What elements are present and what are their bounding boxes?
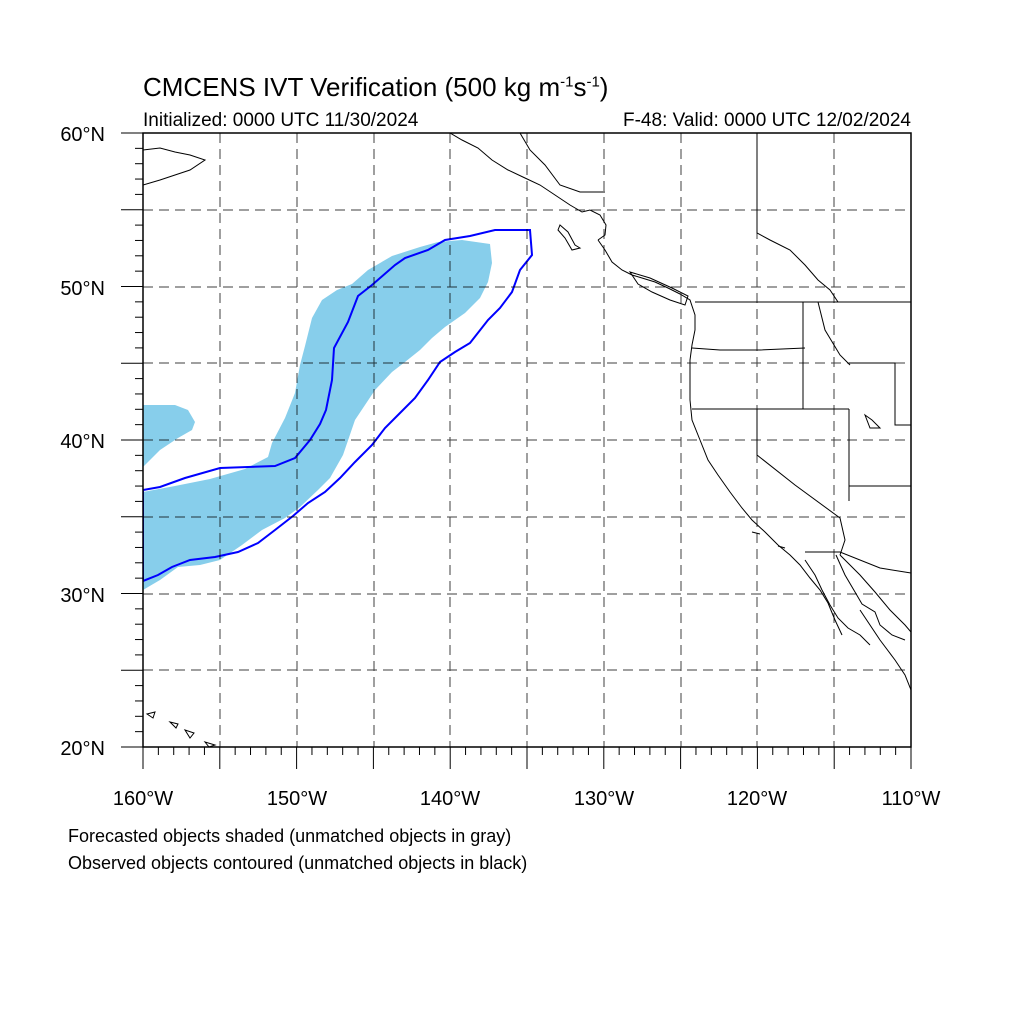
lon-label: 130°W (574, 788, 634, 810)
lat-label: 50°N (60, 278, 105, 300)
chart-title: CMCENS IVT Verification (500 kg m-1s-1) (143, 72, 609, 102)
valid-time-label: F-48: Valid: 0000 UTC 12/02/2024 (623, 110, 911, 131)
forecast-object-main (143, 240, 492, 590)
lat-labels: 60°N 50°N 40°N 30°N 20°N (60, 124, 105, 760)
lon-label: 120°W (727, 788, 787, 810)
footnote-observed: Observed objects contoured (unmatched ob… (68, 853, 528, 873)
lat-label: 20°N (60, 738, 105, 760)
lat-label: 60°N (60, 124, 105, 146)
observed-object-contour (143, 229, 534, 583)
lon-label: 140°W (420, 788, 480, 810)
lat-label: 30°N (60, 585, 105, 607)
coastlines (143, 133, 911, 747)
political-borders (691, 133, 911, 574)
axis-ticks (121, 132, 912, 769)
initialized-label: Initialized: 0000 UTC 11/30/2024 (143, 110, 419, 131)
lon-label: 110°W (882, 788, 941, 810)
lon-label: 150°W (267, 788, 327, 810)
footnote-forecast: Forecasted objects shaded (unmatched obj… (68, 826, 512, 846)
lon-labels: 160°W 150°W 140°W 130°W 120°W 110°W (113, 788, 941, 810)
lat-label: 40°N (60, 431, 105, 453)
gridlines (143, 133, 911, 747)
forecast-object-west (143, 405, 195, 467)
lon-label: 160°W (113, 788, 173, 810)
